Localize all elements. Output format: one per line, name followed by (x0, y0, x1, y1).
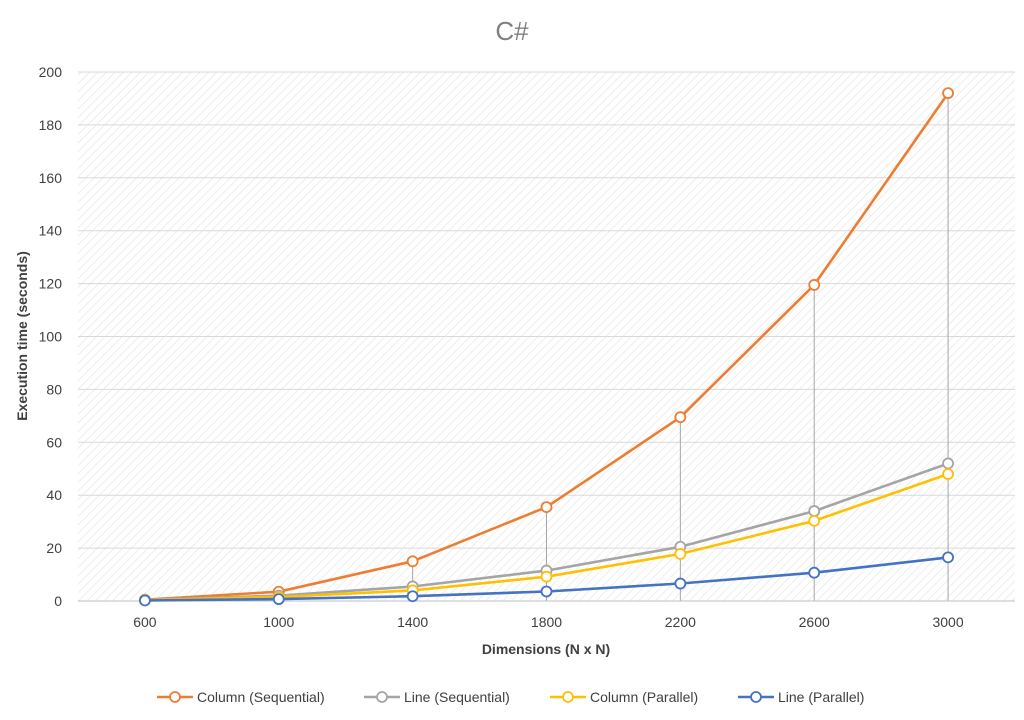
data-point (540, 501, 553, 514)
data-point (942, 468, 954, 480)
data-point (808, 566, 821, 579)
series-3 (139, 551, 954, 607)
y-axis-tick-labels: 0 20 40 60 80 100 120 140 160 180 200 (39, 64, 63, 609)
legend-swatch-marker (169, 691, 181, 703)
legend-item: Column (Parallel) (550, 689, 698, 705)
data-point (540, 585, 553, 598)
legend-swatch-marker (562, 691, 574, 703)
data-point (942, 551, 954, 564)
y-tick-label: 40 (46, 487, 62, 503)
y-tick-label: 0 (54, 593, 62, 609)
y-tick-label: 200 (39, 64, 63, 80)
legend-item: Line (Parallel) (738, 689, 864, 705)
x-tick-label: 3000 (932, 614, 963, 630)
data-point (674, 577, 687, 590)
data-point (674, 548, 687, 560)
data-point (139, 594, 151, 607)
y-tick-label: 140 (39, 223, 63, 239)
legend-item: Line (Sequential) (364, 689, 510, 705)
data-point (406, 555, 419, 568)
legend-swatch-marker (750, 691, 762, 703)
x-tick-label: 1000 (263, 614, 294, 630)
y-tick-label: 80 (46, 381, 62, 397)
x-tick-label: 1400 (397, 614, 428, 630)
y-tick-label: 60 (46, 434, 62, 450)
legend-label: Column (Sequential) (197, 689, 325, 705)
data-point (808, 279, 821, 291)
y-tick-label: 100 (39, 329, 63, 345)
data-point (808, 505, 821, 517)
data-point (942, 457, 954, 470)
chart-title: C# (495, 16, 529, 46)
y-tick-label: 20 (46, 540, 62, 556)
x-axis-tick-labels: 600 1000 1400 1800 2200 2600 3000 (133, 614, 964, 630)
data-point (674, 411, 687, 424)
legend-label: Line (Sequential) (404, 689, 510, 705)
data-point (942, 87, 954, 100)
x-tick-label: 2600 (799, 614, 830, 630)
data-point (272, 593, 285, 606)
y-tick-label: 120 (39, 276, 63, 292)
drop-lines (144, 93, 949, 601)
data-point (808, 514, 821, 527)
legend-swatch-marker (376, 691, 388, 703)
x-axis-title: Dimensions (N x N) (482, 641, 610, 657)
data-point (406, 590, 419, 603)
legend-item: Column (Sequential) (157, 689, 325, 705)
series-group (139, 87, 954, 607)
x-tick-label: 600 (133, 614, 157, 630)
legend-label: Column (Parallel) (590, 689, 698, 705)
y-tick-label: 180 (39, 117, 63, 133)
legend: Column (Sequential) Line (Sequential) Colu… (157, 689, 864, 705)
y-axis-title: Execution time (seconds) (14, 251, 30, 421)
x-tick-label: 2200 (665, 614, 696, 630)
gridlines (78, 71, 1015, 549)
data-point (540, 570, 553, 583)
y-tick-label: 160 (39, 170, 63, 186)
x-tick-label: 1800 (531, 614, 562, 630)
legend-label: Line (Parallel) (778, 689, 864, 705)
